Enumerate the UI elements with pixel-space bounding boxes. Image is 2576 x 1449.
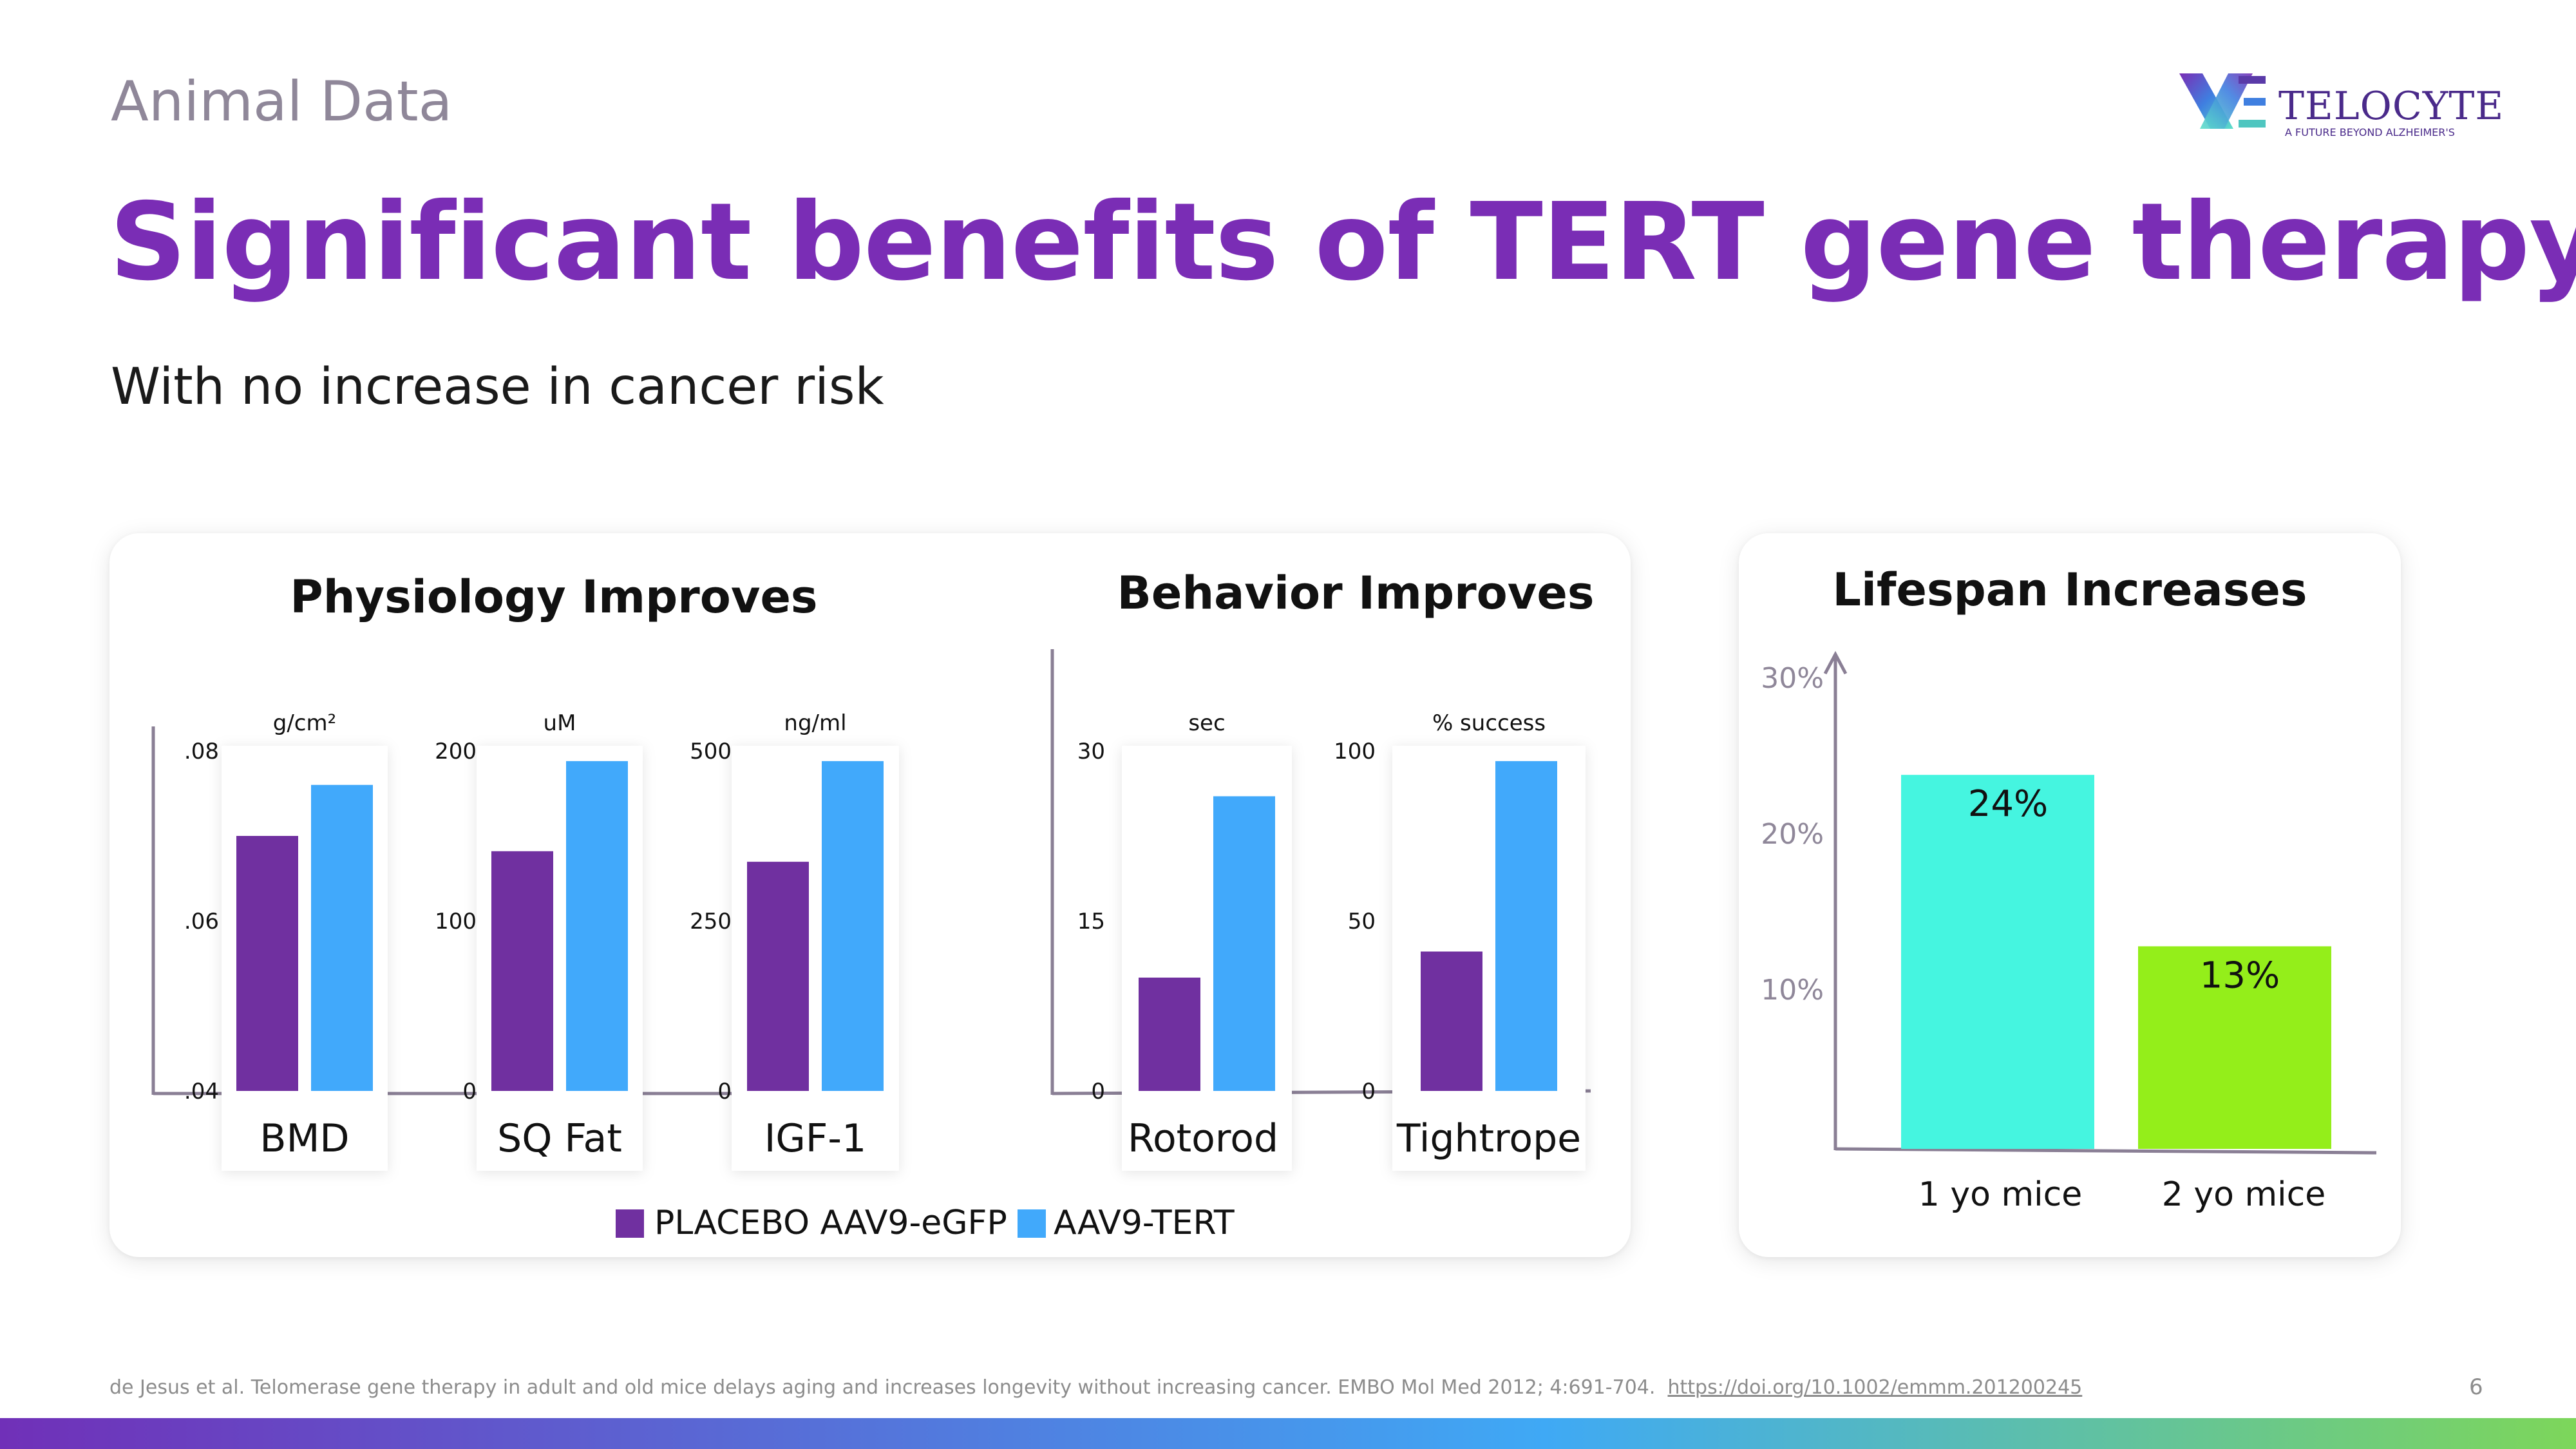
y-axis-arrow-icon (1823, 650, 1848, 675)
lifespan-panel-title: Lifespan Increases (1832, 564, 2307, 616)
lifespan-x-category-label: 2 yo mice (2162, 1175, 2325, 1214)
bar-rotorod-tert (1213, 796, 1275, 1091)
lifespan-bar-1-yo-mice (1901, 775, 2094, 1149)
y-tick-label: 200 (435, 739, 477, 764)
legend-swatch-placebo (616, 1209, 644, 1238)
logo-wordmark: TELOCYTE (2278, 84, 2505, 129)
unit-label: sec (1188, 710, 1225, 736)
bar-bmd-placebo (236, 836, 298, 1091)
citation-text: de Jesus et al. Telomerase gene therapy … (109, 1376, 1656, 1399)
legend: PLACEBO AAV9-eGFP AAV9-TERT (616, 1204, 1235, 1242)
lifespan-card: Lifespan Increases 10% 20% 30% 24% 1 yo mice… (1739, 533, 2401, 1257)
physiology-panel-title: Physiology Improves (290, 571, 817, 623)
lifespan-x-category-label: 1 yo mice (1918, 1175, 2082, 1214)
legend-label-tert: AAV9-TERT (1054, 1204, 1235, 1242)
slide-title: Significant benefits of TERT gene therap… (109, 180, 2576, 305)
bar-igf-1-tert (822, 761, 884, 1091)
y-tick-label: .04 (184, 1079, 219, 1104)
subchart-rotorod: 0 15 30 sec Rotorod (1077, 710, 1292, 1171)
lifespan-y-tick-label: 20% (1761, 818, 1824, 851)
y-tick-label: 0 (1091, 1079, 1105, 1104)
bar-sq-fat-tert (566, 761, 628, 1091)
subchart-sq-fat: 0 100 200 uM SQ Fat (435, 710, 643, 1171)
bar-igf-1-placebo (747, 862, 809, 1091)
unit-label: uM (544, 710, 576, 736)
lifespan-data-label: 13% (2200, 954, 2280, 996)
y-tick-label: 0 (462, 1079, 477, 1104)
behavior-panel-title: Behavior Improves (1117, 567, 1595, 620)
y-tick-label: 0 (717, 1079, 732, 1104)
x-category-label: Tightrope (1396, 1116, 1581, 1161)
y-tick-label: 50 (1348, 909, 1376, 934)
unit-label: g/cm² (273, 710, 336, 736)
physiology-behavior-card: Physiology Improves Behavior Improves .0… (109, 533, 1631, 1257)
bar-bmd-tert (311, 784, 373, 1091)
physiology-behavior-chart: Physiology Improves Behavior Improves .0… (151, 567, 1595, 1242)
lifespan-y-tick-label: 30% (1761, 662, 1824, 695)
logo-tagline: A FUTURE BEYOND ALZHEIMER'S (2285, 126, 2455, 138)
bottom-gradient-band (0, 1418, 2576, 1449)
bar-rotorod-placebo (1139, 978, 1200, 1091)
lifespan-y-tick-label: 10% (1761, 974, 1824, 1007)
citation-doi-link[interactable]: https://doi.org/10.1002/emmm.201200245 (1667, 1376, 2083, 1399)
x-category-label: Rotorod (1128, 1116, 1278, 1161)
citation: de Jesus et al. Telomerase gene therapy … (109, 1376, 2082, 1399)
lifespan-bar-2-yo-mice (2138, 946, 2331, 1149)
y-tick-label: 100 (1334, 739, 1376, 764)
x-category-label: SQ Fat (497, 1116, 622, 1161)
page-number: 6 (2469, 1374, 2483, 1400)
bar-sq-fat-placebo (491, 851, 553, 1091)
y-tick-label: 0 (1361, 1079, 1376, 1104)
subchart-bmd: .04 .06 .08 g/cm² BMD (184, 710, 388, 1171)
telocyte-logo-mark (2179, 73, 2266, 129)
slide-subtitle: With no increase in cancer risk (111, 358, 884, 416)
legend-swatch-tert (1018, 1209, 1046, 1238)
bar-tightrope-tert (1495, 761, 1557, 1091)
unit-label: % success (1432, 710, 1546, 736)
bar-tightrope-placebo (1421, 951, 1482, 1091)
y-tick-label: .08 (184, 739, 219, 764)
telocyte-logo: TELOCYTE A FUTURE BEYOND ALZHEIMER'S (2177, 64, 2503, 148)
x-category-label: IGF-1 (764, 1116, 867, 1161)
subchart-igf-1: 0 250 500 ng/ml IGF-1 (690, 710, 899, 1171)
y-tick-label: 500 (690, 739, 732, 764)
lifespan-chart: Lifespan Increases 10% 20% 30% 24% 1 yo mice… (1761, 564, 2377, 1214)
x-category-label: BMD (260, 1116, 349, 1161)
section-label: Animal Data (111, 70, 453, 134)
y-tick-label: 15 (1077, 909, 1105, 934)
subchart-tightrope: 0 50 100 % success Tightrope (1334, 710, 1586, 1171)
lifespan-data-label: 24% (1968, 783, 2048, 825)
y-tick-label: .06 (184, 909, 219, 934)
y-tick-label: 250 (690, 909, 732, 934)
y-tick-label: 100 (435, 909, 477, 934)
lifespan-x-axis (1835, 1147, 2377, 1155)
unit-label: ng/ml (784, 710, 846, 736)
legend-label-placebo: PLACEBO AAV9-eGFP (654, 1204, 1007, 1242)
y-tick-label: 30 (1077, 739, 1105, 764)
